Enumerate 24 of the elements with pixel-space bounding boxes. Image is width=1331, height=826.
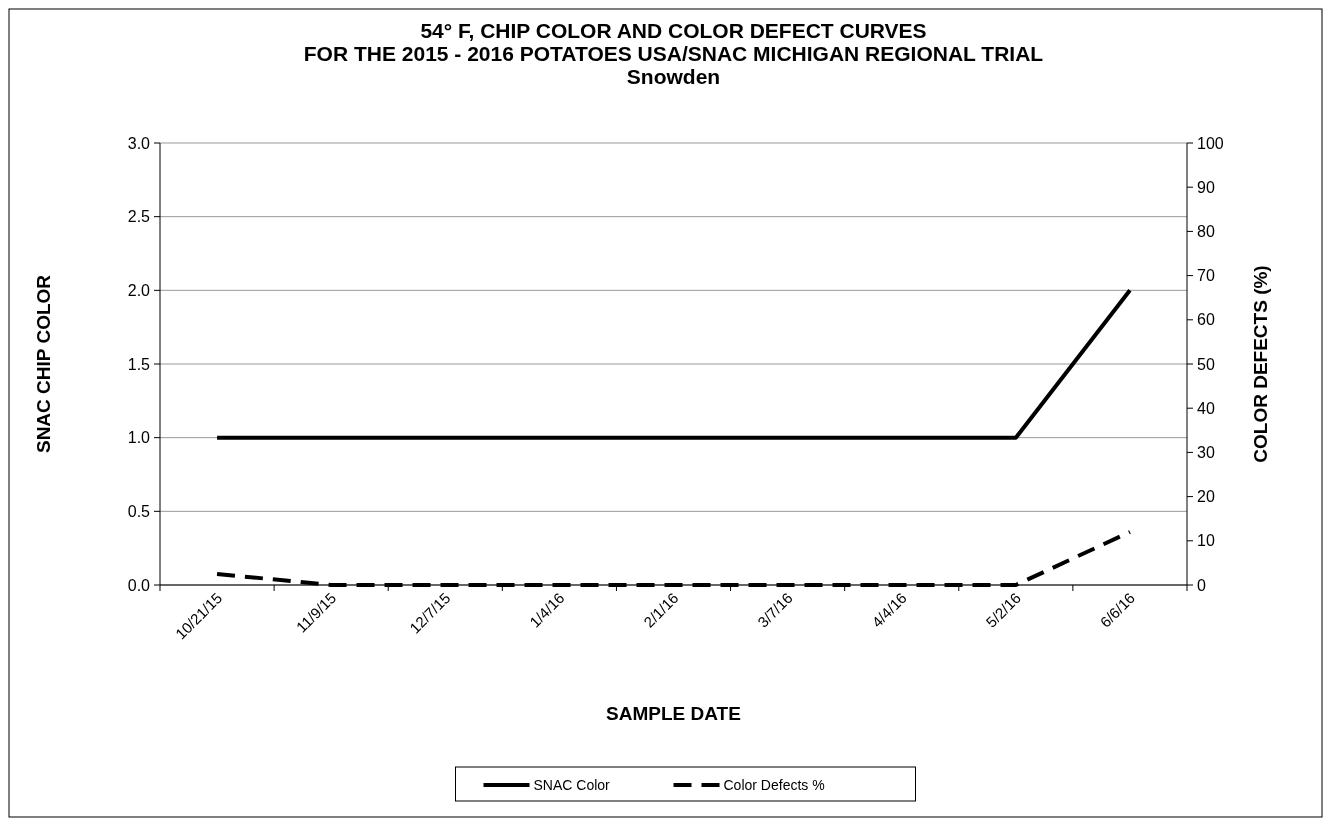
y2-tick-label: 90 bbox=[1197, 178, 1215, 196]
y2-tick-label: 40 bbox=[1197, 399, 1215, 417]
y2-tick-label: 50 bbox=[1197, 355, 1215, 373]
y2-tick-label: 30 bbox=[1197, 444, 1215, 461]
y2-tick-label: 70 bbox=[1197, 267, 1215, 285]
chart-title: 54° F, CHIP COLOR AND COLOR DEFECT CURVES FOR THE 2015 - 2016 POTATOES USA/SNAC MICHIGAN REGIONAL TRIAL Snowden bbox=[303, 19, 1044, 88]
y2-tick-label: 100 bbox=[1197, 134, 1224, 152]
y-tick-label: 0.5 bbox=[127, 502, 151, 520]
y2-tick-label: 60 bbox=[1197, 311, 1215, 329]
y2-tick-label: 20 bbox=[1197, 488, 1215, 506]
y2-tick-label: 0 bbox=[1197, 576, 1206, 594]
y-tick-label: 2.0 bbox=[127, 281, 151, 299]
y-tick-label: 0.0 bbox=[127, 576, 151, 594]
legend-label: Color Defects % bbox=[723, 776, 825, 793]
y2-tick-label: 10 bbox=[1197, 532, 1215, 550]
legend-label: SNAC Color bbox=[533, 776, 611, 793]
y-tick-label: 1.5 bbox=[127, 355, 151, 373]
y2-tick-label: 80 bbox=[1197, 223, 1215, 240]
y-tick-label: 3.0 bbox=[127, 134, 151, 152]
y-tick-label: 1.0 bbox=[127, 429, 151, 447]
y-tick-label: 2.5 bbox=[127, 208, 151, 226]
y2-axis-title: COLOR DEFECTS (%) bbox=[1250, 265, 1271, 463]
x-axis-title: SAMPLE DATE bbox=[606, 703, 741, 724]
y-axis-title: SNAC CHIP COLOR bbox=[33, 274, 54, 454]
